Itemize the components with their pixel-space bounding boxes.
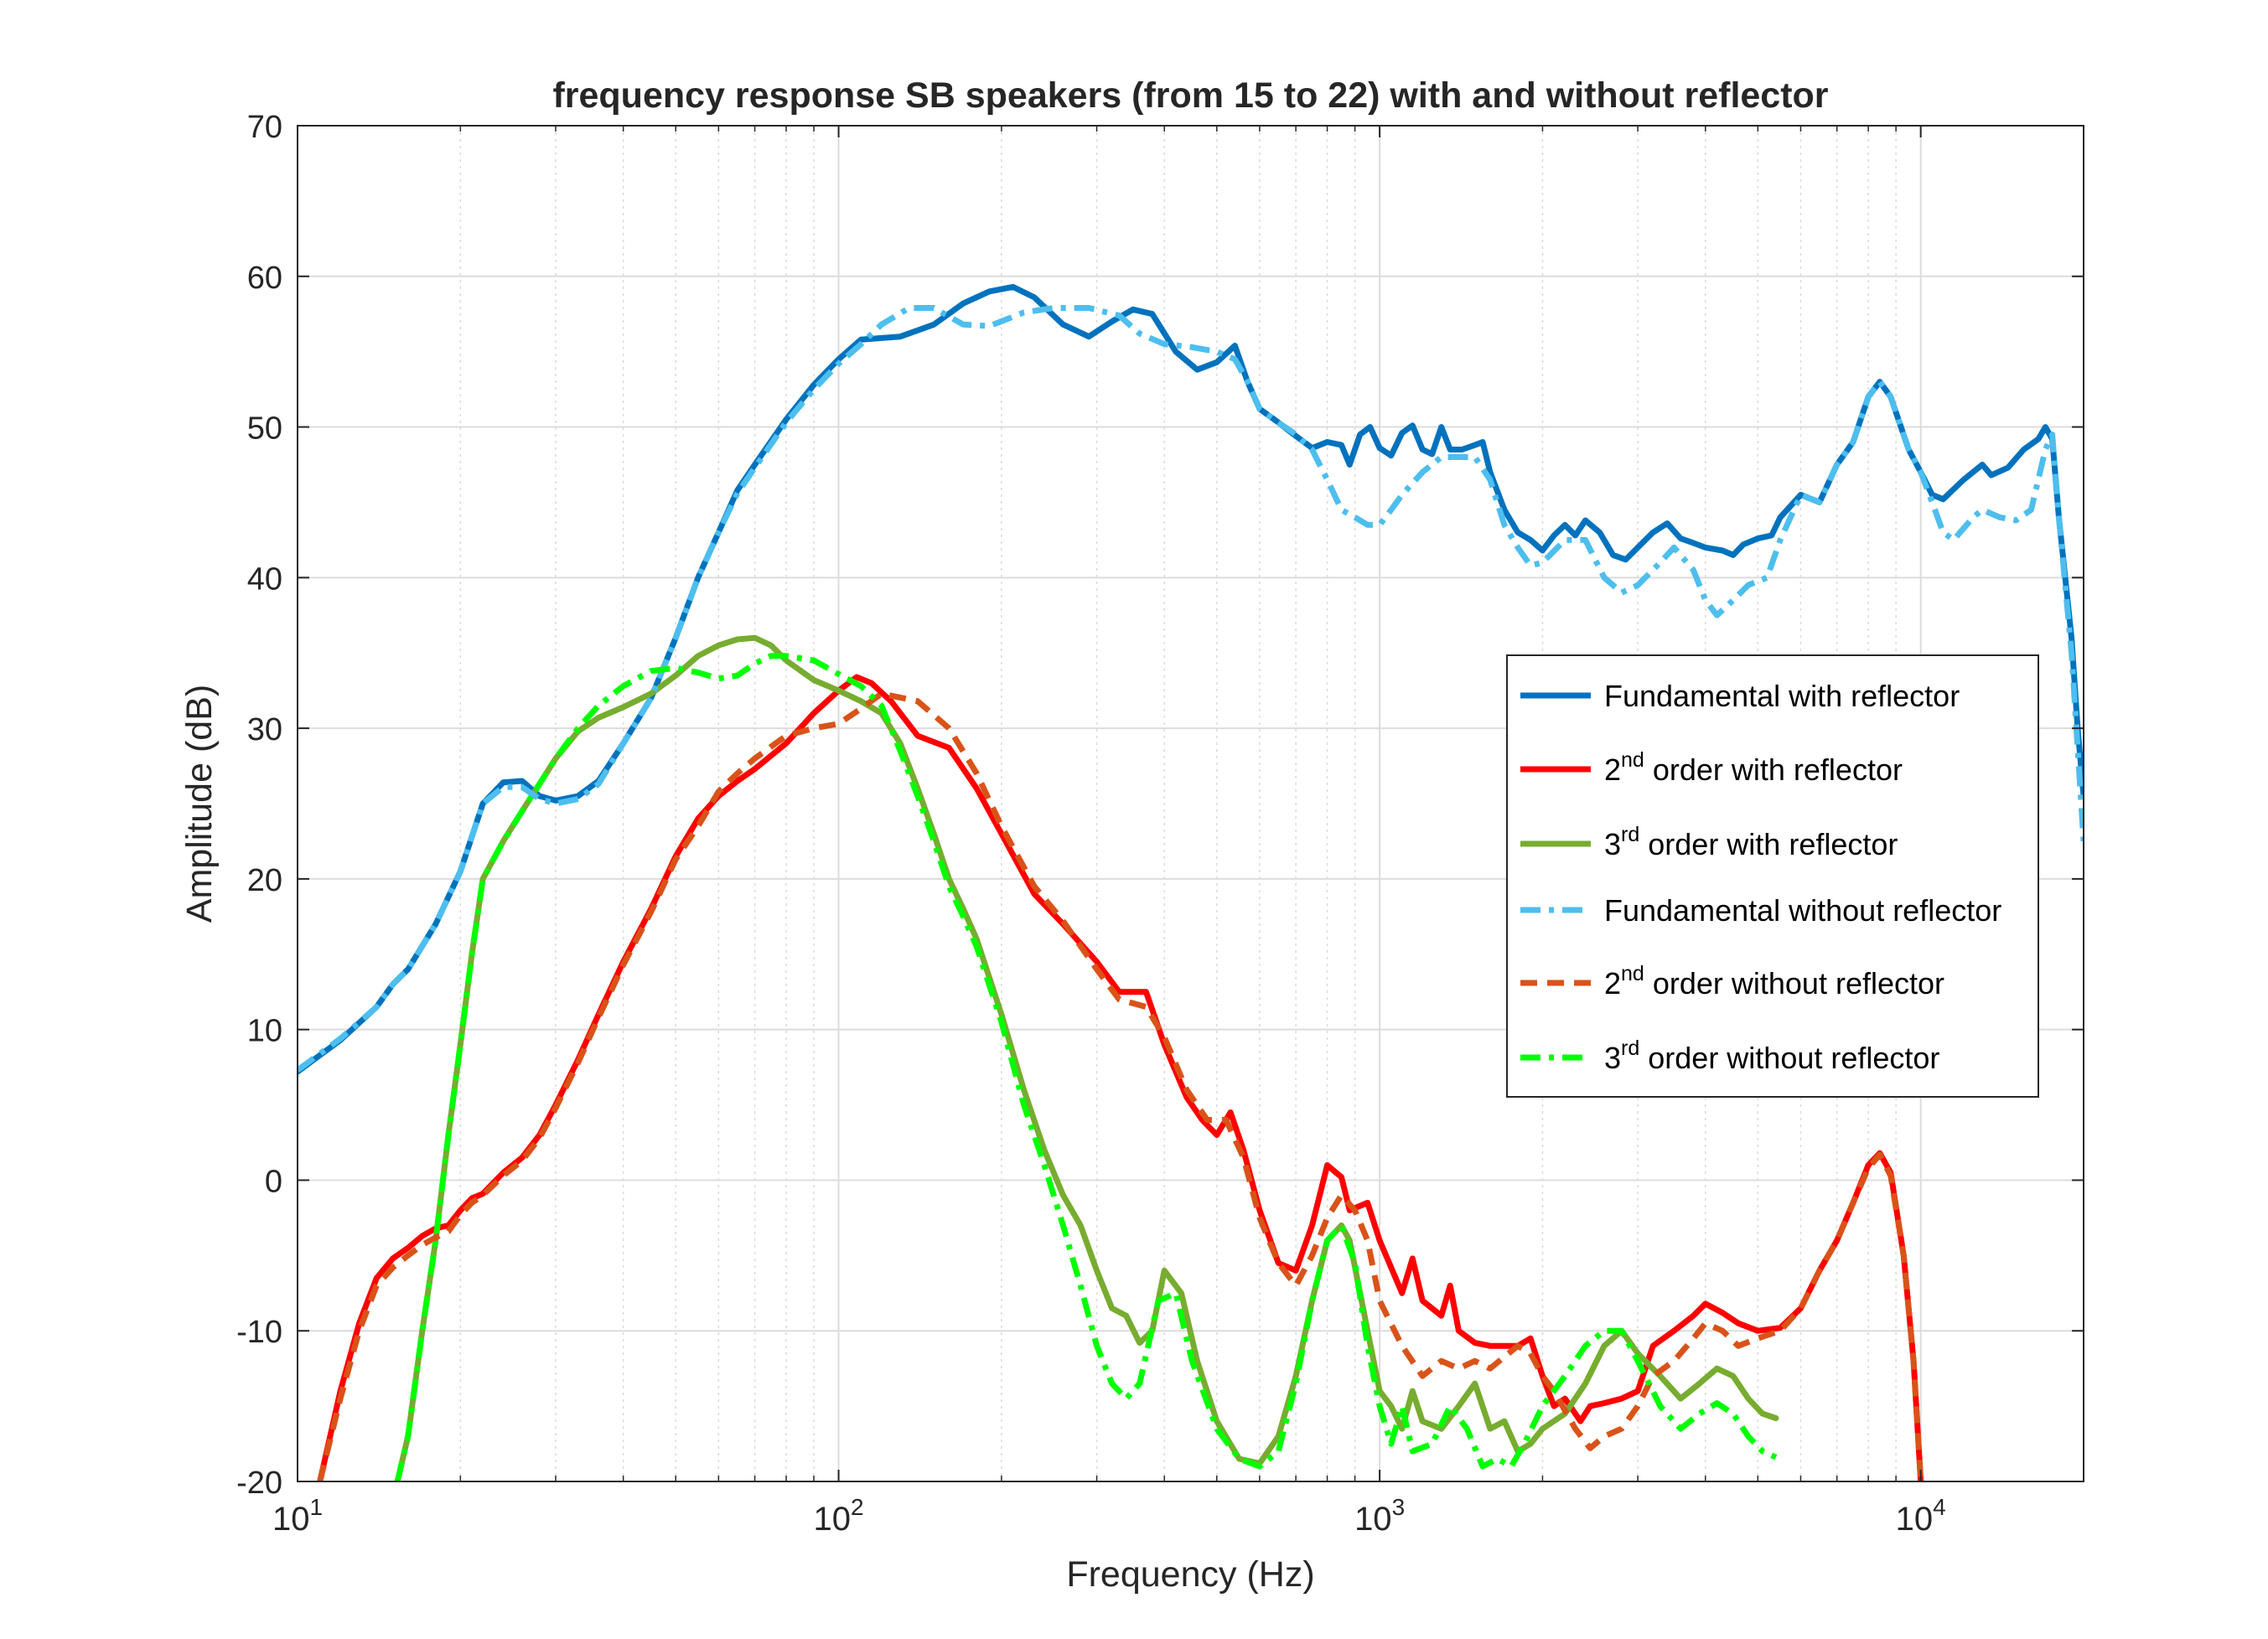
x-tick-label: 104 <box>1896 1494 1946 1538</box>
series-line-h2_without <box>317 690 1924 1481</box>
tick-marks <box>297 125 2084 1482</box>
y-tick-labels: -20 -10 0 10 20 30 40 50 60 70 <box>236 110 282 1501</box>
y-tick-label: 20 <box>247 863 282 898</box>
legend-item-h3_without: 3rd order without reflector <box>1520 1037 1939 1075</box>
y-axis-label: Amplitude (dB) <box>179 685 220 923</box>
x-axis-label: Frequency (Hz) <box>1066 1554 1314 1595</box>
legend-label: 2nd order without reflector <box>1604 962 1944 1000</box>
y-tick-label: 60 <box>247 261 282 296</box>
y-tick-label: 30 <box>247 712 282 747</box>
legend-label: 3rd order without reflector <box>1604 1037 1939 1075</box>
y-tick-label: -20 <box>236 1466 282 1501</box>
series-line-fund_without <box>298 305 2084 1073</box>
legend-item-h2_without: 2nd order without reflector <box>1520 962 1944 1000</box>
chart-title: frequency response SB speakers (from 15 … <box>552 75 1828 116</box>
y-tick-label: 70 <box>247 110 282 145</box>
y-tick-label: -10 <box>236 1315 282 1350</box>
series-line-h3_with <box>394 634 1779 1481</box>
legend-label: 2nd order with reflector <box>1604 748 1903 787</box>
legend-label: Fundamental with reflector <box>1604 679 1960 713</box>
y-tick-label: 40 <box>247 561 282 597</box>
legend-item-fund_with: Fundamental with reflector <box>1520 679 1960 713</box>
y-tick-label: 50 <box>247 411 282 447</box>
series-line-h3_without <box>394 653 1778 1481</box>
x-tick-label: 102 <box>814 1494 864 1538</box>
legend-item-fund_without: Fundamental without reflector <box>1520 893 2001 928</box>
legend: Fundamental with reflector 2nd order with… <box>1506 654 2039 1098</box>
x-tick-label: 103 <box>1354 1494 1405 1538</box>
x-tick-label: 101 <box>272 1494 323 1538</box>
legend-label: 3rd order with reflector <box>1604 823 1898 861</box>
legend-item-h2_with: 2nd order with reflector <box>1520 748 1903 787</box>
legend-item-h3_with: 3rd order with reflector <box>1520 823 1898 861</box>
y-tick-label: 10 <box>247 1014 282 1049</box>
series-layer <box>298 283 2084 1481</box>
legend-box <box>1506 654 2039 1098</box>
legend-label: Fundamental without reflector <box>1604 893 2001 928</box>
y-tick-label: 0 <box>265 1164 282 1199</box>
axes-box <box>297 125 2084 1482</box>
x-tick-labels: 101 102 103 104 <box>272 1494 1946 1538</box>
